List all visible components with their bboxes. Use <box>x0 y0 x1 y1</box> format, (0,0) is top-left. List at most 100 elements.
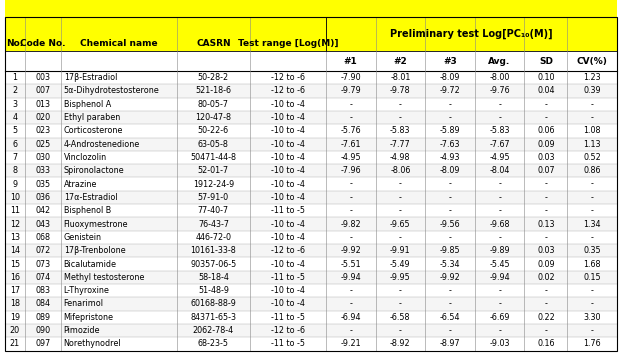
Text: 074: 074 <box>35 273 50 282</box>
Text: Pimozide: Pimozide <box>63 326 100 335</box>
Text: Genistein: Genistein <box>63 233 102 242</box>
Text: -9.95: -9.95 <box>390 273 411 282</box>
Text: 18: 18 <box>10 299 20 308</box>
Text: -5.83: -5.83 <box>490 126 510 135</box>
Text: -5.49: -5.49 <box>390 259 411 269</box>
Text: -: - <box>350 326 352 335</box>
Text: 089: 089 <box>35 313 50 322</box>
Text: -: - <box>498 206 501 215</box>
Text: Preliminary test Log[PC₁₀(M)]: Preliminary test Log[PC₁₀(M)] <box>390 29 553 39</box>
Text: 0.09: 0.09 <box>537 259 555 269</box>
Text: 073: 073 <box>35 259 50 269</box>
Text: -7.96: -7.96 <box>340 166 361 175</box>
Text: -6.69: -6.69 <box>490 313 510 322</box>
Text: -8.00: -8.00 <box>490 73 510 82</box>
Text: 68-23-5: 68-23-5 <box>198 339 229 348</box>
Text: 030: 030 <box>35 153 50 162</box>
Text: -9.68: -9.68 <box>490 219 510 229</box>
Text: -10 to -4: -10 to -4 <box>271 100 305 109</box>
Text: 1.08: 1.08 <box>583 126 601 135</box>
Text: -8.09: -8.09 <box>440 166 460 175</box>
Text: 19: 19 <box>10 313 20 322</box>
Text: -8.04: -8.04 <box>490 166 510 175</box>
Text: 63-05-8: 63-05-8 <box>198 140 229 149</box>
Text: 1.76: 1.76 <box>583 339 601 348</box>
Text: 52-01-7: 52-01-7 <box>198 166 229 175</box>
Text: -: - <box>399 299 402 308</box>
Text: -: - <box>498 113 501 122</box>
Text: -7.67: -7.67 <box>490 140 510 149</box>
Text: -: - <box>399 193 402 202</box>
Text: -: - <box>399 206 402 215</box>
Text: -: - <box>350 286 352 295</box>
Text: -: - <box>544 286 547 295</box>
Text: -9.78: -9.78 <box>390 86 411 96</box>
Text: -9.76: -9.76 <box>490 86 510 96</box>
Text: -9.21: -9.21 <box>340 339 361 348</box>
Text: 7: 7 <box>12 153 17 162</box>
Text: -: - <box>498 286 501 295</box>
Bar <box>5 204 617 217</box>
Bar <box>5 191 617 204</box>
Text: -10 to -4: -10 to -4 <box>271 259 305 269</box>
Text: -9.92: -9.92 <box>340 246 361 255</box>
Text: -5.89: -5.89 <box>440 126 460 135</box>
Text: -: - <box>448 326 452 335</box>
Text: 0.15: 0.15 <box>583 273 601 282</box>
Text: 0.13: 0.13 <box>537 219 555 229</box>
Text: -: - <box>399 100 402 109</box>
Text: -: - <box>448 299 452 308</box>
Text: 1: 1 <box>12 73 17 82</box>
Text: 9: 9 <box>12 179 17 189</box>
Text: -8.09: -8.09 <box>440 73 460 82</box>
Text: -9.56: -9.56 <box>440 219 460 229</box>
Text: -: - <box>448 179 452 189</box>
Bar <box>5 284 617 297</box>
Text: #1: #1 <box>344 57 358 65</box>
Bar <box>5 231 617 244</box>
Text: 4: 4 <box>12 113 17 122</box>
Text: -10 to -4: -10 to -4 <box>271 286 305 295</box>
Bar <box>5 164 617 177</box>
Bar <box>5 271 617 284</box>
Text: 020: 020 <box>35 113 50 122</box>
Bar <box>5 257 617 271</box>
Text: 17: 17 <box>10 286 20 295</box>
Text: -: - <box>448 113 452 122</box>
Text: -9.03: -9.03 <box>490 339 510 348</box>
Bar <box>5 217 617 231</box>
Text: Norethynodrel: Norethynodrel <box>63 339 121 348</box>
Text: Bisphenol B: Bisphenol B <box>63 206 111 215</box>
Text: -: - <box>591 206 593 215</box>
Text: 17β-Trenbolone: 17β-Trenbolone <box>63 246 125 255</box>
Text: -9.94: -9.94 <box>340 273 361 282</box>
Text: 0.09: 0.09 <box>537 140 555 149</box>
Text: 013: 013 <box>35 100 50 109</box>
Text: 0.22: 0.22 <box>537 313 555 322</box>
Text: Chemical name: Chemical name <box>80 39 158 48</box>
Text: 068: 068 <box>35 233 50 242</box>
Text: 1.13: 1.13 <box>583 140 601 149</box>
Text: SD: SD <box>539 57 553 65</box>
Text: 6: 6 <box>12 140 17 149</box>
Text: -4.95: -4.95 <box>340 153 361 162</box>
Text: -12 to -6: -12 to -6 <box>271 86 305 96</box>
Text: Spironolactone: Spironolactone <box>63 166 124 175</box>
Text: -7.63: -7.63 <box>440 140 460 149</box>
Text: -: - <box>498 299 501 308</box>
Text: 15: 15 <box>10 259 20 269</box>
Text: -: - <box>350 206 352 215</box>
Text: 1.23: 1.23 <box>583 73 601 82</box>
Text: 0.02: 0.02 <box>537 273 555 282</box>
Text: -10 to -4: -10 to -4 <box>271 153 305 162</box>
Text: 0.39: 0.39 <box>583 86 601 96</box>
Bar <box>5 124 617 137</box>
Text: -4.93: -4.93 <box>440 153 460 162</box>
Text: -: - <box>448 286 452 295</box>
Text: 4-Androstenedione: 4-Androstenedione <box>63 140 140 149</box>
Text: 3: 3 <box>12 100 17 109</box>
Text: 80-05-7: 80-05-7 <box>198 100 229 109</box>
Text: 10: 10 <box>10 193 20 202</box>
Text: -8.06: -8.06 <box>390 166 411 175</box>
Text: -11 to -5: -11 to -5 <box>271 313 305 322</box>
